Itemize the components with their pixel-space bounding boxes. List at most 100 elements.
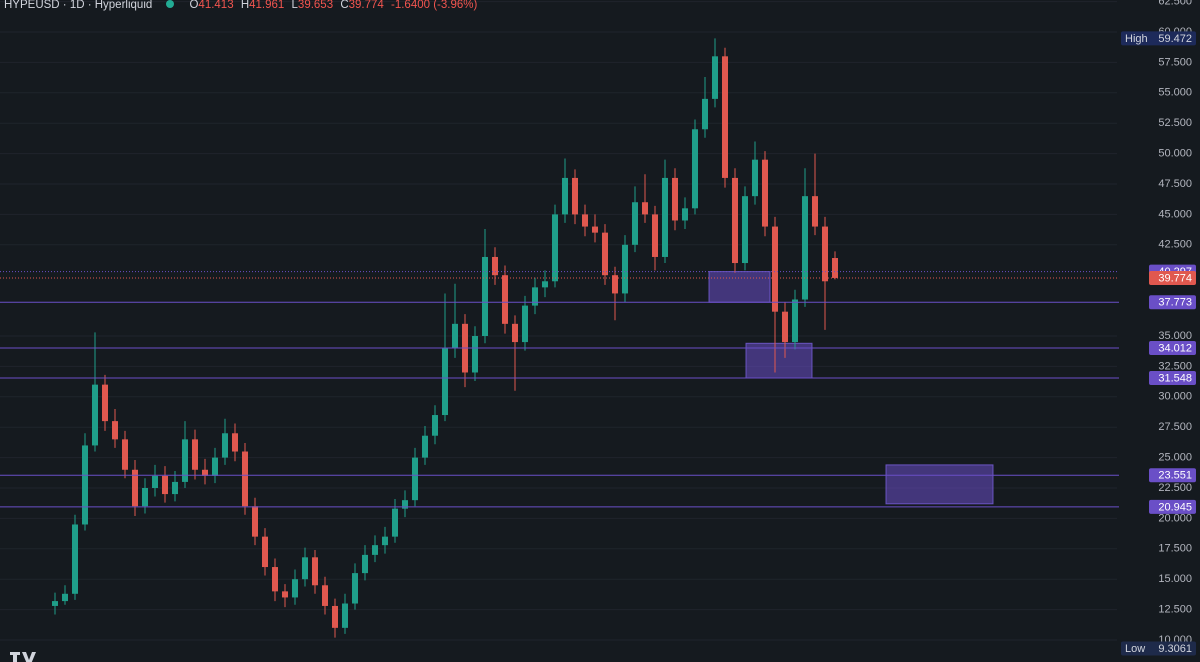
candle-body — [92, 384, 98, 446]
candle-body — [762, 159, 768, 227]
y-tick-label: 50.000 — [1158, 148, 1192, 160]
candle-body — [502, 275, 508, 324]
candle-body — [432, 415, 438, 436]
candle-body — [442, 348, 448, 416]
y-tick-label: 57.500 — [1158, 56, 1192, 68]
candle-body — [612, 275, 618, 294]
candle-body — [682, 208, 688, 221]
candle-body — [452, 323, 458, 349]
candle-body — [712, 56, 718, 99]
y-tick-label: 47.500 — [1158, 178, 1192, 190]
candle-body — [812, 196, 818, 227]
candle-body — [242, 451, 248, 507]
price-label: 20.945 — [1158, 501, 1192, 513]
candle-body — [602, 232, 608, 276]
candle-body — [402, 500, 408, 509]
candle-body — [572, 177, 578, 215]
header: HYPEUSD · 1D · Hyperliquid O41.413 H41.9… — [4, 0, 481, 12]
candle-body — [62, 593, 68, 602]
y-tick-label: 35.000 — [1158, 330, 1192, 342]
candle-body — [172, 481, 178, 495]
candle-body — [292, 579, 298, 598]
candle-body — [542, 281, 548, 288]
symbol: HYPEUSD · 1D · Hyperliquid — [4, 0, 153, 11]
candle-body — [492, 256, 498, 276]
candle-body — [782, 311, 788, 343]
candle-body — [552, 214, 558, 282]
candle-body — [252, 506, 258, 537]
candle-body — [272, 567, 278, 592]
candle-body — [162, 475, 168, 495]
candle-body — [282, 591, 288, 598]
y-tick-label: 32.500 — [1158, 360, 1192, 372]
candle-body — [562, 177, 568, 215]
candle-body — [262, 536, 268, 568]
candle-body — [482, 256, 488, 337]
candle-body — [322, 585, 328, 606]
price-label-box — [1149, 499, 1196, 514]
candle-body — [642, 202, 648, 215]
price-label: 31.548 — [1158, 372, 1192, 384]
candle-body — [672, 177, 678, 221]
ohlc-value: 41.961 — [249, 0, 285, 11]
ohlc-value: 41.413 — [198, 0, 234, 11]
candle-body — [82, 445, 88, 525]
candle-body — [592, 226, 598, 233]
candle-body — [512, 323, 518, 343]
y-tick-label: 62.500 — [1158, 0, 1192, 8]
candle-body — [362, 554, 368, 574]
price-label-box — [1149, 295, 1196, 310]
low-label-box — [1121, 641, 1196, 656]
zone — [745, 342, 813, 379]
candle-body — [372, 545, 378, 555]
y-tick-label: 52.500 — [1158, 117, 1192, 129]
candle-body — [122, 439, 128, 470]
candle-body — [652, 214, 658, 257]
candle-body — [352, 573, 358, 604]
candle-body — [132, 469, 138, 507]
price-label: 34.012 — [1158, 342, 1192, 354]
y-tick-label: 22.500 — [1158, 482, 1192, 494]
y-tick-label: 25.000 — [1158, 452, 1192, 464]
zone — [708, 271, 771, 303]
high-value: 59.472 — [1158, 33, 1192, 45]
y-tick-label: 17.500 — [1158, 543, 1192, 555]
candle-body — [722, 56, 728, 178]
candle-body — [342, 603, 348, 628]
candle-body — [202, 469, 208, 476]
price-label-box — [1149, 270, 1196, 285]
candle-body — [412, 457, 418, 501]
candle-body — [792, 299, 798, 343]
candle-body — [662, 177, 668, 257]
price-label: 23.551 — [1158, 470, 1192, 482]
ohlc-key: H — [240, 0, 250, 11]
candle-body — [702, 98, 708, 130]
y-tick-label: 55.000 — [1158, 87, 1192, 99]
ohlc-value: 39.774 — [348, 0, 384, 11]
candle-body — [102, 384, 108, 422]
candle-body — [332, 605, 338, 628]
candle-body — [152, 475, 158, 489]
candle-body — [772, 226, 778, 312]
change: -1.6400 (-3.96%) — [391, 0, 478, 11]
candle-body — [382, 536, 388, 546]
price-label: 39.774 — [1158, 272, 1192, 284]
y-tick-label: 15.000 — [1158, 573, 1192, 585]
high-label-box — [1121, 31, 1196, 46]
y-tick-label: 12.500 — [1158, 604, 1192, 616]
candle-body — [522, 305, 528, 343]
high-label: High — [1125, 33, 1148, 45]
price-label: 37.773 — [1158, 297, 1192, 309]
y-tick-label: 45.000 — [1158, 208, 1192, 220]
ohlc-value: 39.653 — [297, 0, 334, 11]
candle-body — [212, 457, 218, 476]
low-value: 9.3061 — [1158, 643, 1192, 655]
candle-body — [312, 557, 318, 586]
candle-body — [392, 508, 398, 537]
candle-body — [302, 557, 308, 580]
candle-body — [742, 196, 748, 264]
candle-body — [632, 202, 638, 245]
ohlc-key: O — [189, 0, 199, 11]
candle-body — [232, 433, 238, 452]
